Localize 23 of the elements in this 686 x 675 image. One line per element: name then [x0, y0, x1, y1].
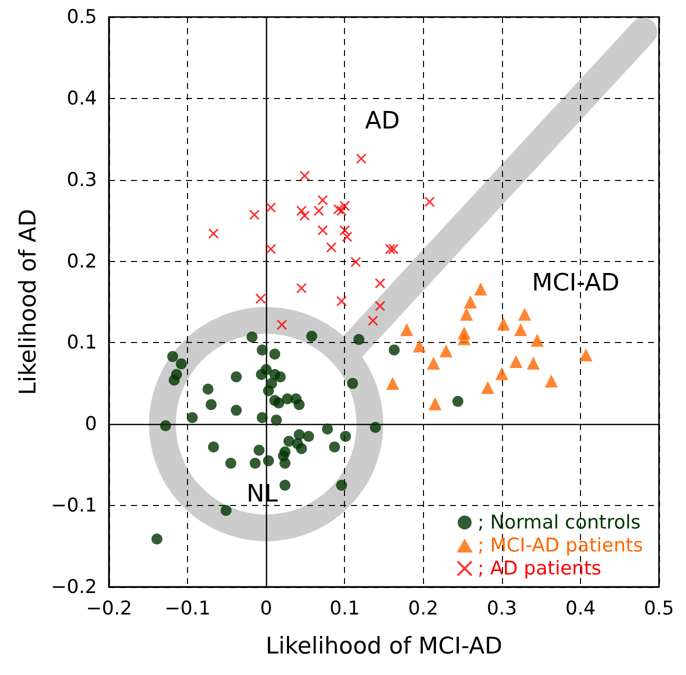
y-tick-label: 0.2	[66, 250, 97, 272]
y-tick-label: −0.2	[50, 576, 97, 598]
x-tick-label: −0.1	[164, 598, 211, 620]
y-tick-label: 0.5	[66, 6, 97, 28]
legend-label: ; Normal controls	[478, 512, 641, 534]
x-tick-label: 0.5	[644, 598, 674, 620]
annotation: MCI-AD	[532, 268, 620, 296]
y-axis-title: Likelihood of AD	[15, 208, 42, 396]
x-tick-label: 0.4	[565, 598, 596, 620]
x-tick-label: 0.1	[330, 598, 360, 620]
x-axis-title: Likelihood of MCI-AD	[266, 634, 502, 660]
y-tick-label: −0.1	[50, 494, 97, 517]
x-tick-label: −0.2	[86, 598, 132, 620]
y-tick-label: 0.4	[66, 87, 97, 110]
x-tick-label: 0.2	[408, 598, 438, 620]
x-tick-label: 0	[260, 598, 272, 620]
x-tick-label: 0.3	[486, 598, 517, 620]
y-tick-label: 0.1	[66, 332, 97, 354]
y-tick-label: 0.3	[66, 168, 97, 191]
y-tick-label: 0	[84, 413, 97, 436]
legend-label: ; MCI-AD patients	[478, 534, 644, 556]
legend-label: ; AD patients	[478, 558, 602, 580]
annotation: AD	[364, 106, 400, 134]
